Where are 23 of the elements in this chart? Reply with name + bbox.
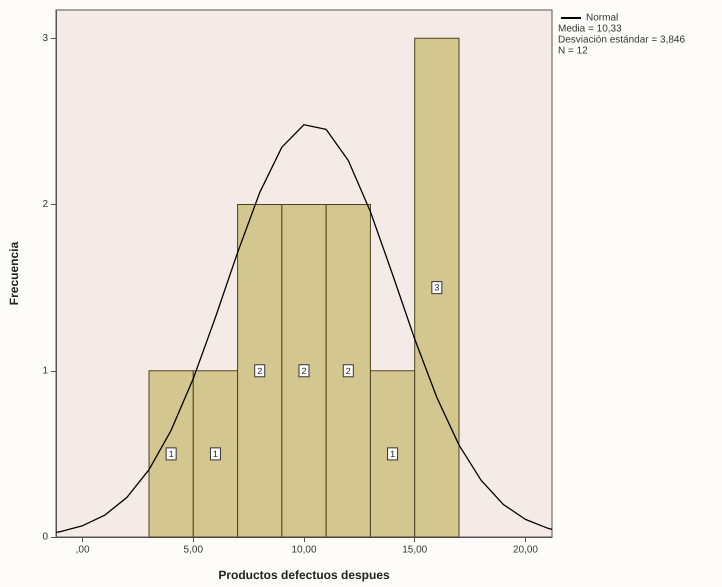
x-tick-label: 10,00	[291, 544, 317, 556]
data-label: 3	[434, 282, 440, 293]
text: Media = 10,33	[558, 24, 622, 34]
text: N = 12	[558, 46, 588, 56]
data-label: 1	[168, 448, 174, 459]
line-series	[55, 124, 553, 533]
y-axis-title: Frecuencia	[7, 242, 21, 306]
x-tick-label: 5,00	[184, 544, 204, 556]
legend-label: Normal	[586, 12, 618, 24]
y-tick-label: 0	[42, 532, 48, 542]
data-label: 1	[212, 448, 218, 459]
data-label: 2	[257, 366, 262, 376]
y-tick-label: 3	[42, 32, 48, 44]
y-tick-label: 2	[42, 199, 48, 210]
data-label: 2	[346, 366, 351, 376]
x-tick-label: 20,00	[512, 544, 538, 556]
y-tick-label: 1	[42, 365, 48, 376]
data-label: 1	[390, 448, 396, 459]
x-axis-title: Productos defectuos despues	[218, 568, 390, 582]
x-tick-label: 15,00	[402, 544, 428, 556]
x-tick-label: ,00	[76, 544, 90, 556]
data-label: 2	[301, 366, 307, 376]
text: Desviación estándar = 3,846	[558, 34, 686, 46]
